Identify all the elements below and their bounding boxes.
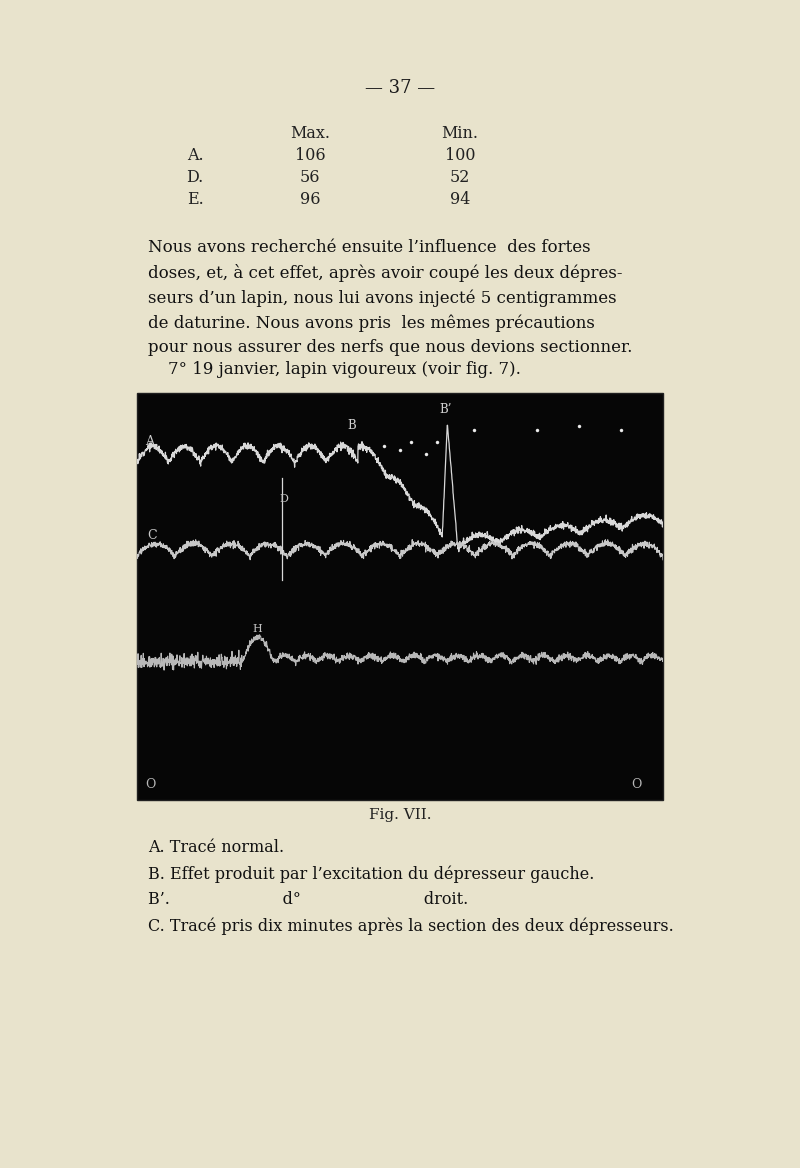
Text: C: C xyxy=(147,529,157,542)
Text: Fig. VII.: Fig. VII. xyxy=(369,808,431,822)
Text: 100: 100 xyxy=(445,146,475,164)
Text: C. Tracé pris dix minutes après la section des deux dépresseurs.: C. Tracé pris dix minutes après la secti… xyxy=(148,917,674,934)
Text: Nous avons recherché ensuite l’influence  des fortes: Nous avons recherché ensuite l’influence… xyxy=(148,239,590,257)
Text: 52: 52 xyxy=(450,168,470,186)
Text: 56: 56 xyxy=(300,168,320,186)
Text: A. Tracé normal.: A. Tracé normal. xyxy=(148,840,284,856)
Text: D.: D. xyxy=(186,168,204,186)
Text: de daturine. Nous avons pris  les mêmes précautions: de daturine. Nous avons pris les mêmes p… xyxy=(148,314,595,332)
Text: A.: A. xyxy=(186,146,203,164)
Text: B’.                      d°                        droit.: B’. d° droit. xyxy=(148,891,468,909)
Text: 7° 19 janvier, lapin vigoureux (voir fig. 7).: 7° 19 janvier, lapin vigoureux (voir fig… xyxy=(168,362,521,378)
Text: B. Effet produit par l’excitation du dépresseur gauche.: B. Effet produit par l’excitation du dép… xyxy=(148,865,594,883)
Text: Min.: Min. xyxy=(442,125,478,141)
Text: E.: E. xyxy=(186,190,203,208)
Text: Max.: Max. xyxy=(290,125,330,141)
Text: 94: 94 xyxy=(450,190,470,208)
Bar xyxy=(137,392,663,800)
Text: O: O xyxy=(145,778,155,791)
Text: B: B xyxy=(347,419,356,432)
Text: O: O xyxy=(631,778,642,791)
Text: doses, et, à cet effet, après avoir coupé les deux dépres-: doses, et, à cet effet, après avoir coup… xyxy=(148,264,622,281)
Text: — 37 —: — 37 — xyxy=(365,79,435,97)
Text: H: H xyxy=(253,624,262,634)
Text: A: A xyxy=(145,436,154,449)
Text: pour nous assurer des nerfs que nous devions sectionner.: pour nous assurer des nerfs que nous dev… xyxy=(148,340,632,356)
Text: seurs d’un lapin, nous lui avons injecté 5 centigrammes: seurs d’un lapin, nous lui avons injecté… xyxy=(148,290,617,307)
Text: 106: 106 xyxy=(294,146,326,164)
Text: 96: 96 xyxy=(300,190,320,208)
Text: B’: B’ xyxy=(439,403,452,416)
Text: D: D xyxy=(279,494,288,503)
